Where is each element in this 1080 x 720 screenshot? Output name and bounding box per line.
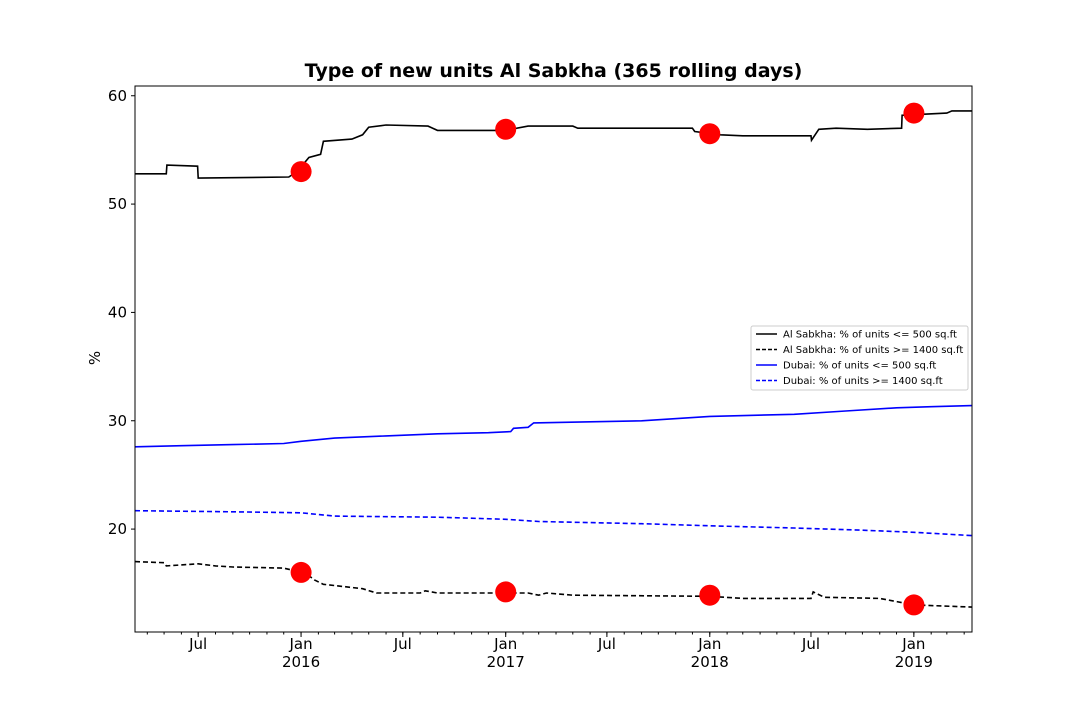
x-tick-label: Jul xyxy=(597,635,616,653)
x-tick-label: Jul xyxy=(801,635,820,653)
legend: Al Sabkha: % of units <= 500 sq.ft Al Sab… xyxy=(750,325,969,391)
y-tick-label: 30 xyxy=(108,412,127,430)
highlight-marker xyxy=(290,161,312,183)
x-tick-label: Jan xyxy=(697,635,721,653)
highlight-marker xyxy=(290,561,312,583)
x-tick-label: Jul xyxy=(188,635,207,653)
highlight-marker xyxy=(903,594,925,616)
x-tick-label: Jan xyxy=(493,635,517,653)
legend-label: Al Sabkha: % of units >= 1400 sq.ft xyxy=(783,345,963,356)
series-line-3 xyxy=(134,404,973,448)
series-line-4 xyxy=(134,509,973,537)
highlight-marker xyxy=(699,584,721,606)
y-tick-label: 60 xyxy=(108,87,127,105)
highlight-marker xyxy=(903,102,925,124)
series-line-2 xyxy=(134,560,973,608)
x-tick-label: Jan xyxy=(901,635,925,653)
y-axis-label: % xyxy=(86,351,104,365)
x-tick-label: Jan xyxy=(288,635,312,653)
x-tick-year-label: 2016 xyxy=(282,653,320,671)
highlight-marker xyxy=(495,581,517,603)
legend-label: Dubai: % of units <= 500 sq.ft xyxy=(783,361,936,372)
x-tick-year-label: 2019 xyxy=(895,653,933,671)
highlight-marker xyxy=(699,123,721,145)
y-axis: 20 30 40 50 60 xyxy=(108,87,135,538)
x-tick-year-label: 2018 xyxy=(691,653,729,671)
y-tick-label: 50 xyxy=(108,195,127,213)
x-tick-year-label: 2017 xyxy=(487,653,525,671)
legend-label: Al Sabkha: % of units <= 500 sq.ft xyxy=(783,330,957,341)
legend-box xyxy=(750,325,969,391)
legend-label: Dubai: % of units >= 1400 sq.ft xyxy=(783,376,943,387)
y-tick-label: 20 xyxy=(108,520,127,538)
plot-frame xyxy=(134,85,973,633)
series-line-1 xyxy=(135,110,972,179)
marker-layer xyxy=(290,102,925,616)
x-tick-label: Jul xyxy=(393,635,412,653)
y-tick-label: 40 xyxy=(108,303,127,321)
chart-title: Type of new units Al Sabkha (365 rolling… xyxy=(304,60,803,82)
highlight-marker xyxy=(495,118,517,140)
